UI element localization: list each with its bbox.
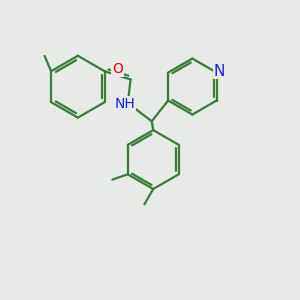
Text: O: O [112, 62, 123, 76]
Text: N: N [213, 64, 225, 79]
Text: NH: NH [115, 97, 136, 111]
